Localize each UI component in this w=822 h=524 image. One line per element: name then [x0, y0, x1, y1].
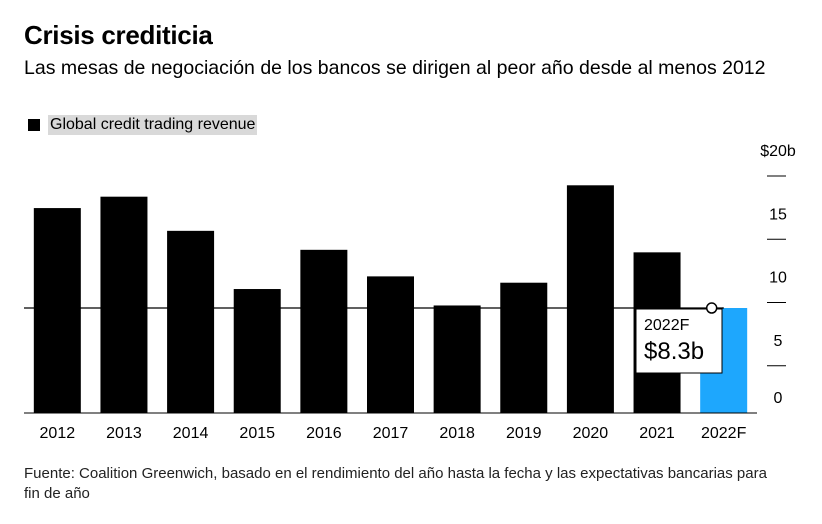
bar-2013 — [100, 196, 148, 413]
bar-2016 — [300, 249, 348, 413]
y-tick-label: 10 — [769, 270, 787, 287]
bar-2020 — [566, 185, 614, 413]
y-tick-label: 15 — [769, 206, 787, 223]
x-tick-label: 2020 — [573, 425, 609, 442]
y-tick-label: 5 — [774, 333, 783, 350]
bar-2012 — [33, 208, 81, 413]
legend-swatch — [28, 119, 40, 131]
x-tick-label: 2017 — [373, 425, 409, 442]
bar-2014 — [167, 230, 215, 413]
x-tick-label: 2019 — [506, 425, 542, 442]
x-tick-label: 2012 — [40, 425, 76, 442]
annotation-marker — [705, 302, 718, 314]
bar-2019 — [500, 282, 548, 413]
bar-chart: 2012 2013 2014 2015 2016 2017 2018 2019 2020 2021… — [24, 143, 796, 442]
chart-subtitle: Las mesas de negociación de los bancos s… — [24, 57, 766, 79]
x-tick-label: 2013 — [106, 425, 142, 442]
annotation-box — [635, 308, 723, 374]
annotation-label: 2022F — [644, 317, 690, 334]
legend-label: Global credit trading revenue — [48, 115, 258, 135]
legend: Global credit trading revenue — [28, 115, 258, 135]
y-tick-label: $20b — [760, 143, 796, 160]
annotation-value: $8.3b — [644, 338, 704, 365]
bar-2018 — [433, 305, 481, 413]
x-tick-label: 2016 — [306, 425, 342, 442]
x-tick-label: 2022F — [701, 425, 747, 442]
x-tick-label: 2018 — [439, 425, 475, 442]
y-tick-label: 0 — [774, 390, 783, 407]
x-tick-label: 2014 — [173, 425, 209, 442]
bar-2017 — [367, 276, 414, 413]
x-tick-label: 2021 — [639, 425, 675, 442]
x-tick-label: 2015 — [239, 425, 275, 442]
source-note: Fuente: Coalition Greenwich, basado en e… — [24, 465, 767, 502]
chart-title: Crisis crediticia — [24, 20, 213, 50]
bar-2015 — [233, 289, 281, 413]
